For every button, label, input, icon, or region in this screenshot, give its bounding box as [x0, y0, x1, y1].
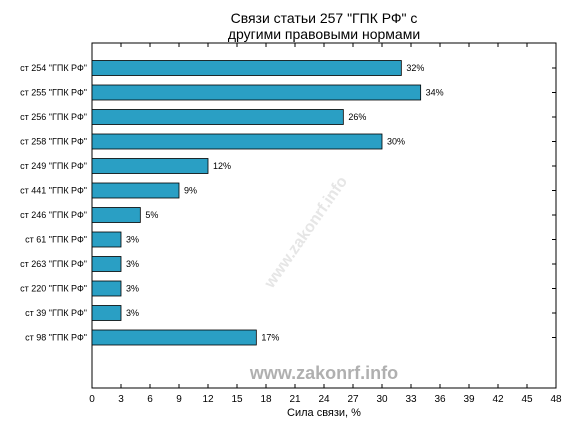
x-tick-label: 30: [376, 394, 388, 405]
category-label: ст 441 "ГПК РФ": [20, 186, 87, 196]
x-tick-label: 3: [118, 394, 124, 405]
category-label: ст 61 "ГПК РФ": [25, 235, 87, 245]
bar-value-label: 30%: [387, 137, 405, 147]
chart-title-line-2: другими правовыми нормами: [228, 26, 420, 42]
bar: [91, 280, 122, 297]
category-label: ст 220 "ГПК РФ": [20, 284, 87, 294]
category-label: ст 255 "ГПК РФ": [20, 88, 87, 98]
bar: [91, 256, 122, 272]
bar-value-label: 3%: [126, 308, 139, 318]
x-tick-label: 18: [260, 394, 272, 405]
x-axis-ticks: 0 3 6 9 12 15 18 21 24 27 30 33 36 39 42 45 48: [89, 43, 562, 405]
x-tick-label: 0: [89, 394, 95, 405]
bar-value-label: 3%: [126, 235, 139, 245]
x-axis-label: Сила связи, %: [287, 407, 361, 419]
bar: [91, 182, 180, 199]
x-tick-label: 45: [521, 394, 533, 405]
bar: [91, 305, 122, 321]
x-tick-label: 24: [318, 394, 330, 405]
x-tick-label: 33: [405, 394, 417, 405]
bar: [91, 158, 209, 174]
x-tick-label: 15: [231, 394, 243, 405]
x-tick-label: 39: [463, 394, 475, 405]
bar-value-label: 26%: [348, 112, 366, 122]
watermark-text: www.zakonrf.info: [249, 363, 398, 383]
watermark-diagonal: www.zakonrf.info: [261, 173, 351, 292]
bar: [91, 133, 383, 150]
x-tick-label: 48: [550, 394, 562, 405]
category-label: ст 39 "ГПК РФ": [25, 308, 87, 318]
bar-value-label: 12%: [213, 161, 231, 171]
bar-value-label: 17%: [261, 333, 279, 343]
category-label: ст 98 "ГПК РФ": [25, 333, 87, 343]
chart-title: Связи статьи 257 "ГПК РФ" с другими прав…: [228, 10, 420, 42]
x-tick-label: 42: [492, 394, 504, 405]
bar: [91, 207, 141, 223]
category-label: ст 249 "ГПК РФ": [20, 161, 87, 171]
chart-title-line-1: Связи статьи 257 "ГПК РФ" с: [231, 10, 418, 26]
bar-value-label: 3%: [126, 259, 139, 269]
bar-value-label: 5%: [145, 210, 158, 220]
bar-value-label: 32%: [406, 63, 424, 73]
bar-value-label: 9%: [184, 186, 197, 196]
category-label: ст 256 "ГПК РФ": [20, 112, 87, 122]
x-tick-label: 36: [434, 394, 446, 405]
bar: [91, 84, 422, 101]
category-label: ст 263 "ГПК РФ": [20, 259, 87, 269]
category-label: ст 258 "ГПК РФ": [20, 137, 87, 147]
bar: [91, 109, 344, 125]
x-tick-label: 9: [176, 394, 182, 405]
bar: [91, 329, 257, 346]
x-tick-label: 21: [289, 394, 301, 405]
bar: [91, 60, 402, 76]
bar: [91, 231, 122, 248]
category-label: ст 254 "ГПК РФ": [20, 63, 87, 73]
bar-value-label: 34%: [426, 88, 444, 98]
x-tick-label: 12: [202, 394, 214, 405]
bar-value-label: 3%: [126, 284, 139, 294]
bars: ст 254 "ГПК РФ" 32% ст 255 "ГПК РФ" 34% ст 2…: [20, 60, 556, 346]
x-tick-label: 27: [347, 394, 359, 405]
category-label: ст 246 "ГПК РФ": [20, 210, 87, 220]
x-tick-label: 6: [147, 394, 153, 405]
